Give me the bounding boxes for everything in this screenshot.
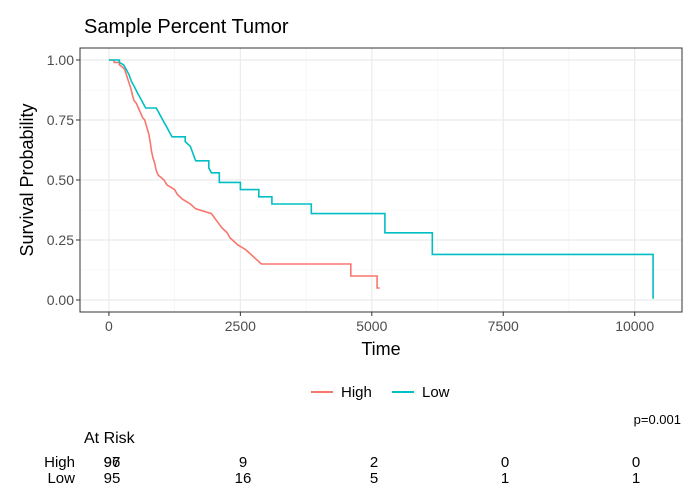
risk-cell-high-5000: 2 [369, 454, 379, 471]
y-axis-title: Survival Probability [17, 103, 37, 256]
risk-row-label-high: High [44, 454, 75, 471]
x-tick-label: 10000 [615, 318, 654, 334]
p-value: p=0.001 [633, 412, 681, 427]
legend-item-low: Low [392, 381, 450, 403]
risk-table-title: At Risk [84, 430, 135, 447]
series-line-high [108, 59, 380, 289]
y-tick-label: 1.00 [47, 52, 74, 68]
legend-item-high: High [311, 381, 372, 403]
y-tick-label: 0.00 [47, 292, 74, 308]
risk-cell-low-2500: 16 [234, 470, 252, 487]
legend-key-high [311, 391, 333, 393]
risk-cell-low-7500: 1 [500, 470, 510, 487]
risk-cell-high-7500: 0 [500, 454, 510, 471]
risk-cell-overprint: 96 [103, 454, 121, 471]
x-tick-label: 5000 [356, 318, 387, 334]
risk-cell-low-0: 95 [103, 470, 121, 487]
legend-label-high: High [341, 383, 372, 401]
risk-cell-low-10000: 1 [631, 470, 641, 487]
y-tick-label: 0.75 [47, 112, 74, 128]
x-tick-label: 2500 [225, 318, 256, 334]
legend: High Low [0, 381, 700, 403]
y-tick-label: 0.25 [47, 232, 74, 248]
x-axis-title: Time [361, 339, 400, 359]
risk-cell-high-2500: 9 [238, 454, 248, 471]
series-line-low [108, 59, 654, 299]
risk-cell-high-0: 97 [103, 454, 121, 471]
x-tick-label: 7500 [488, 318, 519, 334]
legend-label-low: Low [422, 383, 450, 401]
legend-key-low [392, 391, 414, 393]
risk-row-label-low: Low [47, 470, 75, 487]
y-tick-label: 0.50 [47, 172, 74, 188]
chart-title: Sample Percent Tumor [84, 16, 289, 38]
risk-cell-high-10000: 0 [631, 454, 641, 471]
risk-cell-low-5000: 5 [369, 470, 379, 487]
x-tick-label: 0 [105, 318, 113, 334]
